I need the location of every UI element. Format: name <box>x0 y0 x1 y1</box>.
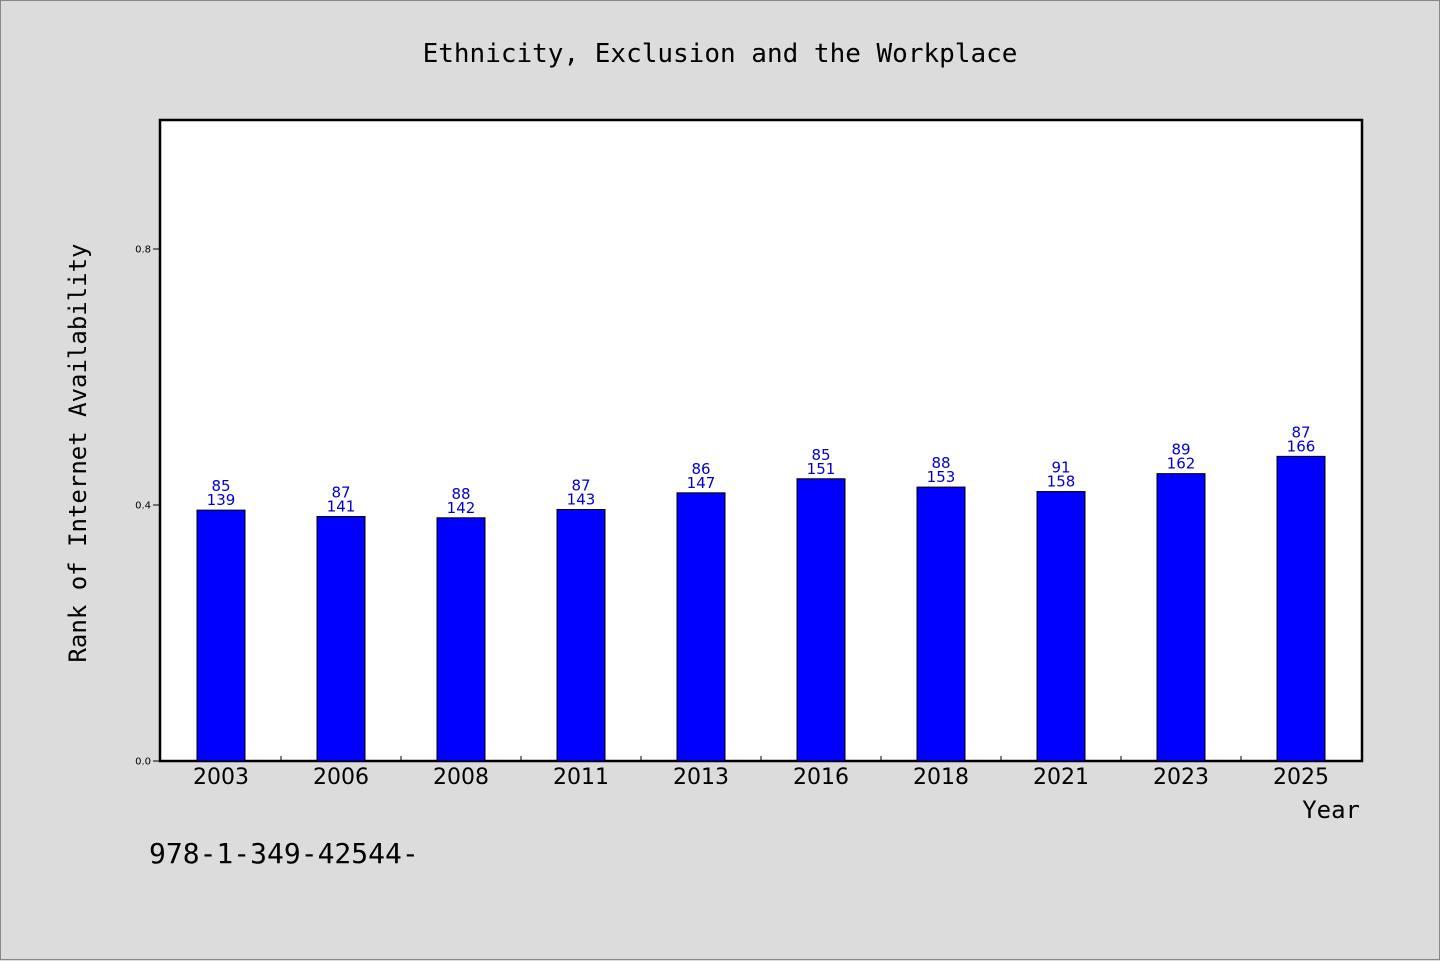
bar-2016 <box>796 478 846 762</box>
data-label-bottom-2018: 153 <box>927 468 956 486</box>
bar-2006 <box>316 516 366 762</box>
y-axis-label: Rank of Internet Availability <box>64 243 92 662</box>
x-axis-ticks: 2003 2006 2008 2011 2013 2016 2018 2021 2023 2025 <box>193 756 1329 790</box>
data-label-bottom-2013: 147 <box>687 474 716 492</box>
x-tick-label-2008: 2008 <box>433 765 489 790</box>
x-tick-label-2025: 2025 <box>1273 765 1329 790</box>
y-tick-label: 0.8 <box>135 245 151 256</box>
y-tick-label: 0.4 <box>135 501 151 512</box>
bar-2013 <box>676 492 726 762</box>
data-label-bottom-2008: 142 <box>447 499 476 517</box>
x-tick-label-2006: 2006 <box>313 765 369 790</box>
bars <box>196 455 1326 762</box>
data-label-bottom-2011: 143 <box>567 490 596 508</box>
data-label-bottom-2003: 139 <box>207 491 236 509</box>
bar-2023 <box>1156 473 1206 762</box>
data-label-top-2016: 85 <box>811 446 830 464</box>
data-label-top-2023: 89 <box>1171 441 1190 459</box>
data-label-bottom-2006: 141 <box>327 498 356 516</box>
data-label-bottom-2021: 158 <box>1047 473 1076 491</box>
bar-2011 <box>556 508 606 762</box>
x-tick-label-2018: 2018 <box>913 765 969 790</box>
x-tick-label-2003: 2003 <box>193 765 249 790</box>
data-label-top-2011: 87 <box>571 476 590 494</box>
x-tick-label-2016: 2016 <box>793 765 849 790</box>
data-label-top-2008: 88 <box>451 485 470 503</box>
x-tick-label-2011: 2011 <box>553 765 609 790</box>
bar-2008 <box>436 517 486 762</box>
data-label-bottom-2023: 162 <box>1167 455 1196 473</box>
y-tick-label: 0.0 <box>135 757 151 768</box>
data-label-top-2006: 87 <box>331 484 350 502</box>
x-tick-label-2023: 2023 <box>1153 765 1209 790</box>
data-label-top-2025: 87 <box>1291 423 1310 441</box>
chart-title: Ethnicity, Exclusion and the Workplace <box>423 39 1018 69</box>
x-tick-label-2021: 2021 <box>1033 765 1089 790</box>
x-tick-label-2013: 2013 <box>673 765 729 790</box>
data-label-top-2018: 88 <box>931 454 950 472</box>
data-label-bottom-2025: 166 <box>1287 437 1316 455</box>
x-axis-label: Year <box>1302 796 1360 824</box>
y-axis-ticks: 0.0 0.4 0.8 <box>135 245 161 768</box>
footer-text: 978-1-349-42544- <box>149 837 419 870</box>
data-label-top-2003: 85 <box>211 477 230 495</box>
bar-2025 <box>1276 455 1326 762</box>
data-label-top-2021: 91 <box>1051 459 1070 477</box>
bar-2003 <box>196 509 246 762</box>
data-label-bottom-2016: 151 <box>807 460 836 478</box>
bar-2018 <box>916 486 966 762</box>
bar-2021 <box>1036 491 1086 762</box>
data-label-top-2013: 86 <box>691 460 710 478</box>
